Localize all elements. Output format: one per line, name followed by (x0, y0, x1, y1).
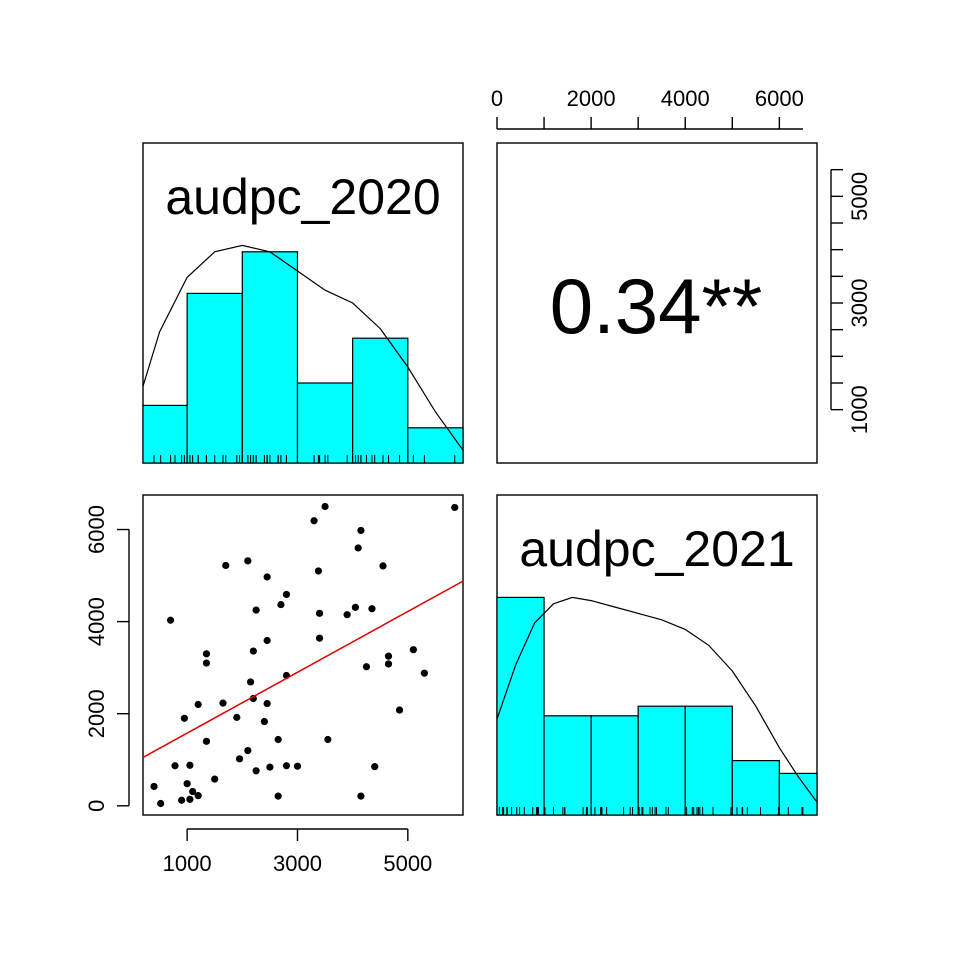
scatter-point (235, 755, 244, 763)
top-axis-tick-label: 6000 (755, 86, 804, 111)
hist-2020-layer (142, 244, 464, 464)
scatter-point (166, 616, 175, 624)
scatter-point (274, 792, 282, 800)
scatter-point (171, 762, 179, 770)
hist-2020-title: audpc_2020 (165, 169, 440, 225)
scatter-point (157, 799, 165, 808)
scatter-point (310, 517, 318, 525)
right-axis-tick-label: 1000 (847, 385, 872, 434)
scatter-point (249, 694, 257, 703)
scatter-point (324, 735, 332, 744)
scatter-point (219, 699, 227, 707)
scatter-point (315, 609, 324, 617)
x-axis-tick-label: 3000 (273, 851, 322, 876)
scatter-point (246, 678, 255, 686)
y-axis-tick-label: 0 (84, 800, 109, 812)
scatter-point (260, 717, 268, 726)
scatter-point (321, 502, 329, 511)
top-axis-tick-label: 0 (491, 86, 503, 111)
scatter-point (266, 763, 274, 771)
scatter-point (186, 795, 194, 803)
scatter-point (277, 600, 285, 609)
scatter-point (315, 634, 324, 642)
y-axis-tick-label: 6000 (84, 505, 109, 554)
scatter-point (263, 573, 271, 581)
hist-2020-density-curve (142, 244, 464, 451)
hist-2021-bar (496, 596, 545, 816)
hist-2020-bar (142, 404, 188, 464)
scatter-point (282, 762, 291, 770)
x-axis-tick-label: 1000 (163, 851, 212, 876)
hist-2020-bar (296, 382, 354, 464)
axes-layer: 1000 3000 5000 0 2000 4000 6000 0 2000 4000 6000 10… (84, 86, 872, 876)
scatter-point (211, 775, 219, 783)
scatter-point (357, 792, 365, 800)
hist-2021-bar (590, 715, 639, 816)
scatter-layer (142, 502, 464, 808)
scatter-point (282, 590, 291, 599)
scatter-point (183, 780, 191, 788)
top-axis-tick-label: 2000 (567, 86, 616, 111)
scatter-point (186, 761, 194, 769)
scatter-point (178, 796, 186, 804)
scatter-point (384, 660, 393, 668)
scatter-point (274, 735, 282, 744)
right-axis-tick-label: 5000 (847, 172, 872, 221)
scatter-point (263, 636, 271, 645)
scatter-point (194, 792, 202, 800)
hist-2020-bar (352, 337, 409, 464)
scatter-point (249, 647, 257, 655)
hist-2020-bar (241, 251, 299, 464)
scatter-point (180, 714, 188, 722)
regression-line (142, 580, 464, 759)
scatter-point (189, 787, 197, 796)
hist-2021-bar (731, 759, 780, 816)
scatter-point (222, 561, 230, 570)
scatter-point (293, 762, 302, 770)
panel-scatter-frame (142, 494, 464, 816)
scatter-point (194, 700, 202, 709)
scatter-point (420, 669, 428, 677)
scatter-point (202, 737, 211, 745)
hist-2021-bar (543, 715, 592, 816)
hist-2020-bar (186, 292, 243, 464)
scatter-point (314, 567, 323, 575)
scatter-point (263, 699, 271, 708)
scatter-point (371, 763, 379, 771)
scatter-point (343, 611, 351, 619)
scatter-point (244, 557, 252, 565)
scatter-point (233, 713, 241, 721)
scatter-point (384, 652, 393, 660)
scatter-point (409, 646, 417, 654)
top-axis-tick-label: 4000 (661, 86, 710, 111)
y-axis-tick-label: 2000 (84, 689, 109, 738)
scatter-point (202, 659, 211, 667)
scatter-point (354, 544, 362, 552)
hist-2020-bar (407, 427, 464, 464)
panel-correlation-frame (496, 142, 818, 464)
hist-2021-title: audpc_2021 (519, 521, 794, 577)
correlation-value: 0.34** (550, 262, 763, 350)
y-axis-tick-label: 4000 (84, 597, 109, 646)
hist-2021-bar (684, 705, 733, 816)
scatter-point (351, 603, 360, 611)
scatter-point (150, 782, 158, 791)
scatter-point (202, 650, 211, 658)
hist-2021-bar (637, 705, 686, 816)
scatter-point (368, 605, 376, 613)
right-axis-tick-label: 3000 (847, 279, 872, 328)
scatter-point (252, 767, 260, 775)
scatter-point (379, 562, 387, 570)
scatter-point (395, 706, 404, 714)
hist-2021-density-curve (496, 596, 818, 803)
scatter-point (362, 663, 371, 671)
scatter-point (244, 746, 252, 755)
scatter-point (451, 503, 459, 512)
scatter-point (357, 526, 365, 535)
hist-2021-layer (496, 596, 818, 816)
x-axis-tick-label: 5000 (383, 851, 432, 876)
scatter-point (252, 606, 260, 614)
